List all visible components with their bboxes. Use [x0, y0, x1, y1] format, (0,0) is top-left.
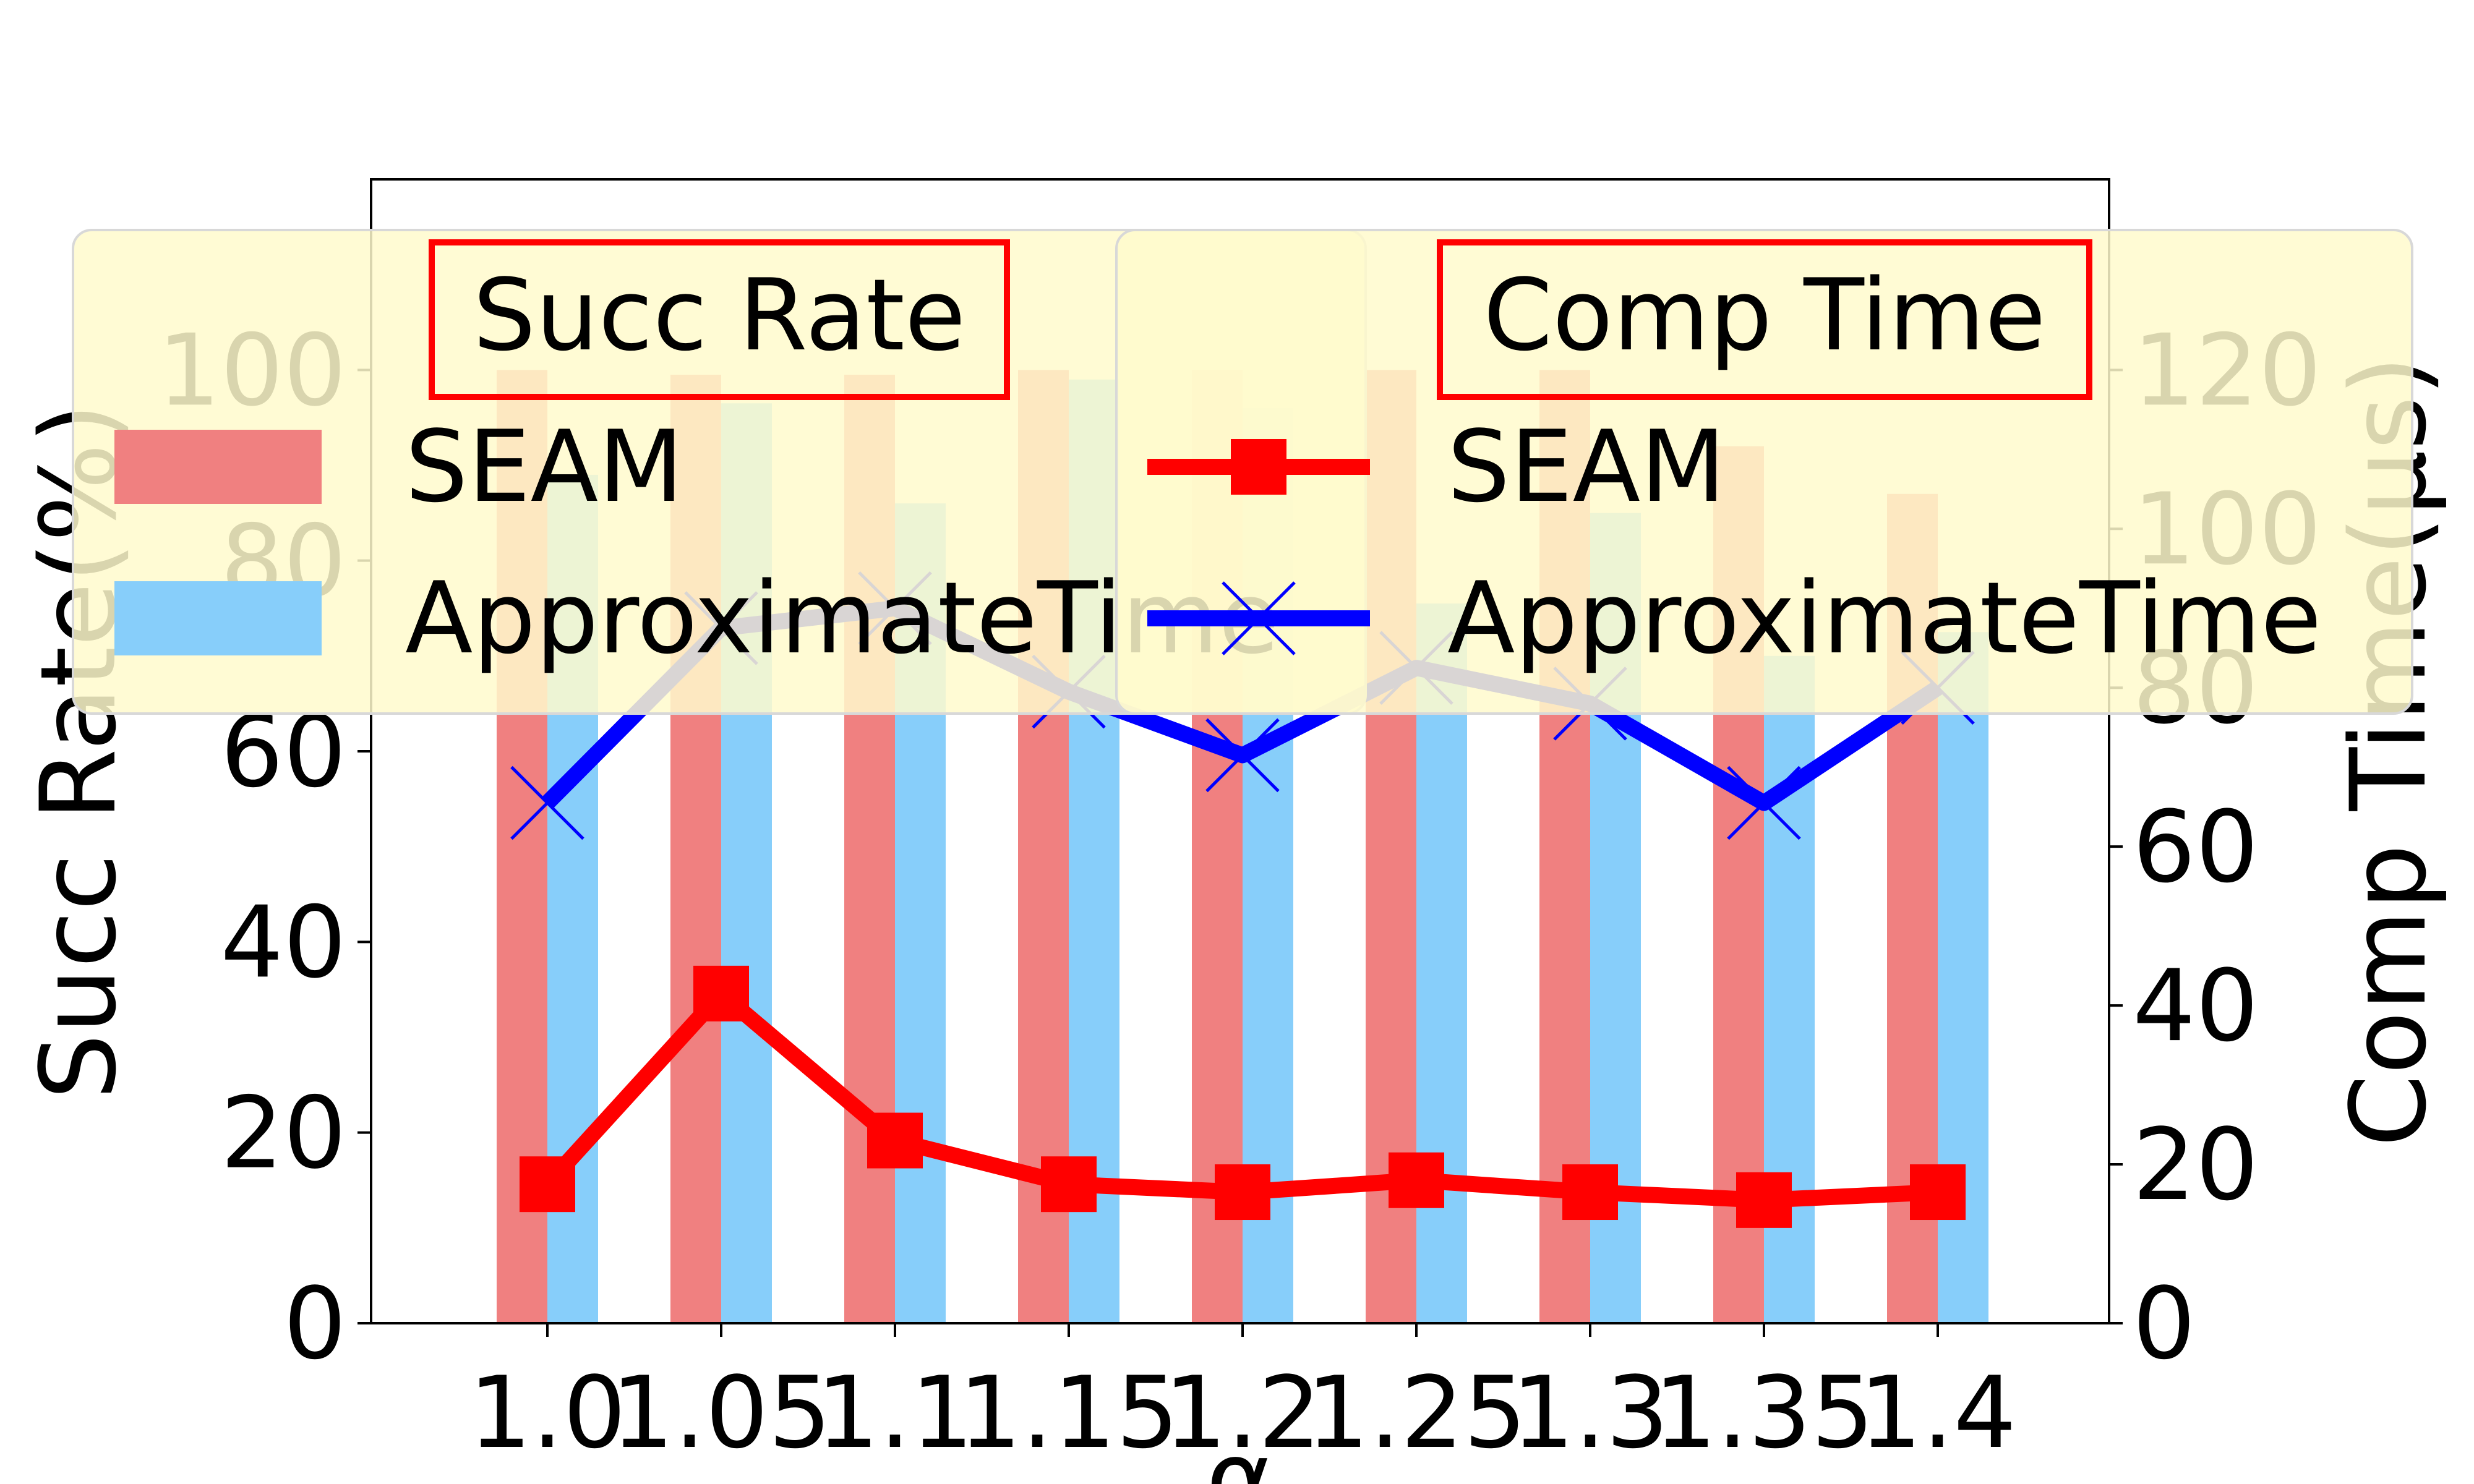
x-tick-label: 1.2 [1164, 1355, 1321, 1470]
marker-seam-1-15 [1041, 1156, 1097, 1213]
legend-lines-title-box [1437, 239, 2092, 400]
legend-lines-title: Comp Time [1483, 257, 2045, 373]
marker-seam-1-35 [1736, 1172, 1792, 1228]
right-tick-label: 40 [2133, 948, 2259, 1064]
right-tick-label: 20 [2133, 1107, 2259, 1222]
x-tick-label: 1.3 [1512, 1355, 1669, 1470]
legend-label-seam-bar: SEAM [405, 409, 683, 524]
marker-seam-1-1 [867, 1112, 923, 1169]
legend-bars: Succ Rate SEAM ApproximateTime [72, 229, 1367, 715]
right-tick-label: 0 [2133, 1266, 2196, 1381]
legend-label-seam-line: SEAM [1447, 409, 1726, 524]
marker-seam-1-25 [1389, 1152, 1444, 1208]
x-tick-label: 1.4 [1859, 1355, 2016, 1470]
marker-approximatetime-1-0 [510, 765, 584, 840]
legend-swatch-approximatetime-bar [114, 581, 322, 655]
marker-seam-1-05 [693, 965, 749, 1021]
legend-swatch-approximatetime-line [1147, 581, 1370, 655]
x-tick-label: 1.25 [1306, 1355, 1526, 1470]
legend-lines: Comp Time SEAM ApproximateTime [1115, 229, 2413, 715]
x-tick-label: 1.0 [469, 1355, 626, 1470]
legend-label-approximatetime-line: ApproximateTime [1447, 560, 2322, 676]
left-tick-label: 20 [220, 1075, 346, 1191]
marker-approximatetime-1-2 [1205, 718, 1280, 793]
marker-seam-1-3 [1562, 1164, 1618, 1221]
legend-bars-title-box [429, 239, 1010, 400]
x-tick-label: 1.05 [611, 1355, 831, 1470]
x-tick-label: 1.1 [816, 1355, 974, 1470]
marker-seam-1-2 [1215, 1164, 1270, 1221]
x-tick-label: 1.35 [1654, 1355, 1874, 1470]
x-axis-label: α [1206, 1418, 1275, 1484]
marker-seam-1-4 [1910, 1164, 1966, 1221]
left-tick-label: 40 [220, 884, 346, 1000]
marker-seam-1-0 [520, 1156, 575, 1213]
legend-swatch-seam-line [1147, 439, 1370, 495]
left-tick-label: 0 [283, 1266, 346, 1381]
legend-swatch-seam-bar [114, 430, 322, 504]
legend-bars-title: Succ Rate [473, 257, 966, 373]
x-tick-label: 1.15 [959, 1355, 1179, 1470]
marker-approximatetime-1-35 [1727, 765, 1801, 840]
x-axis-ticks: 1.01.051.11.151.21.251.31.351.4 [469, 1323, 2016, 1470]
right-tick-label: 60 [2133, 789, 2259, 905]
